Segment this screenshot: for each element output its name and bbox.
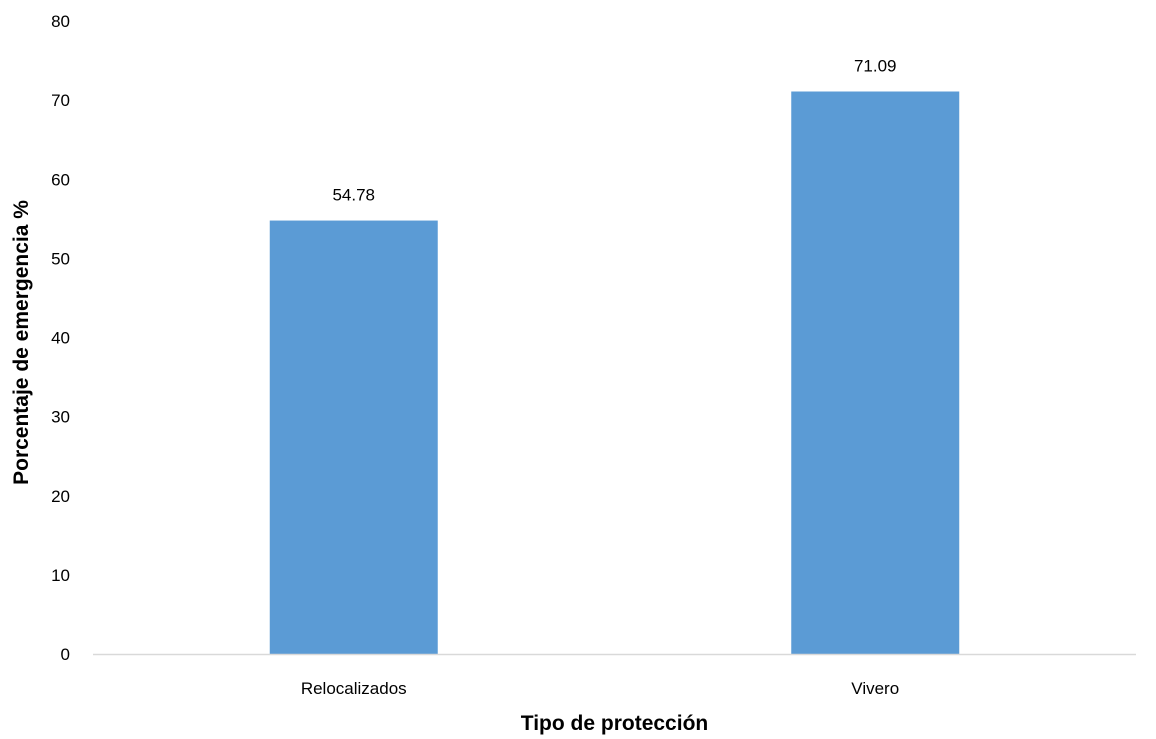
y-tick-label: 30 bbox=[51, 408, 70, 427]
bars bbox=[270, 92, 960, 654]
bar bbox=[270, 221, 438, 654]
x-axis-ticks: Relocalizados Vivero bbox=[301, 679, 899, 698]
bar-data-label: 71.09 bbox=[854, 57, 897, 76]
y-tick-label: 10 bbox=[51, 566, 70, 585]
bar-data-label: 54.78 bbox=[332, 186, 375, 205]
y-tick-label: 70 bbox=[51, 91, 70, 110]
bar bbox=[791, 92, 959, 654]
x-axis-title: Tipo de protección bbox=[521, 712, 708, 735]
y-tick-label: 0 bbox=[61, 645, 70, 664]
y-axis-title: Porcentaje de emergencia % bbox=[10, 200, 33, 485]
y-tick-label: 20 bbox=[51, 487, 70, 506]
x-tick-label: Relocalizados bbox=[301, 679, 407, 698]
y-tick-label: 80 bbox=[51, 12, 70, 31]
y-tick-label: 60 bbox=[51, 170, 70, 189]
y-tick-label: 40 bbox=[51, 329, 70, 348]
y-axis-ticks: 0 10 20 30 40 50 60 70 80 bbox=[51, 12, 70, 664]
y-tick-label: 50 bbox=[51, 249, 70, 268]
x-tick-label: Vivero bbox=[851, 679, 899, 698]
